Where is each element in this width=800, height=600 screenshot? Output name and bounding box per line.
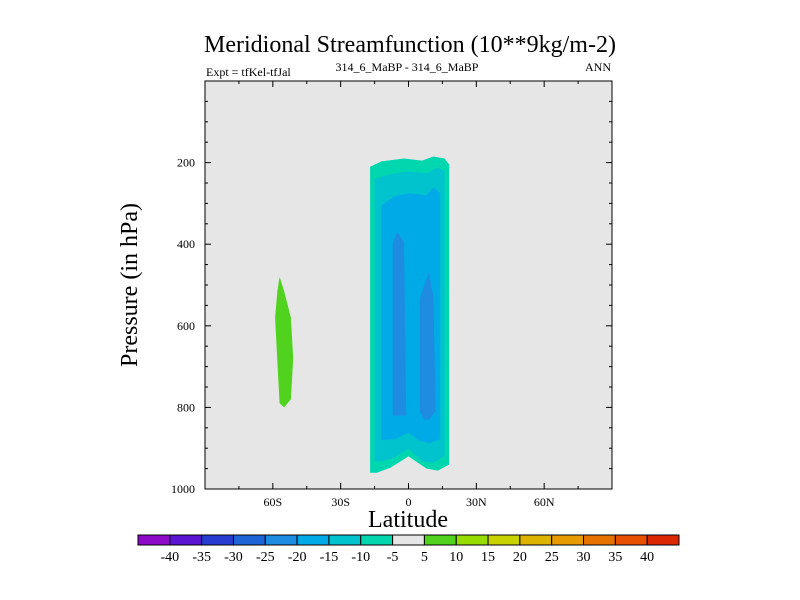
colorbar-label: -40 [160, 550, 179, 565]
x-tick-label: 30N [466, 495, 487, 509]
colorbar-label: -35 [192, 550, 211, 565]
contour-regions [275, 156, 450, 473]
colorbar-swatch [519, 534, 553, 546]
colorbar-label: 40 [640, 550, 654, 565]
colorbar-swatch [360, 534, 394, 546]
x-tick-label: 30S [331, 495, 350, 509]
colorbar-label: 20 [513, 550, 527, 565]
colorbar-label: 15 [481, 550, 495, 565]
colorbar-swatch [296, 534, 330, 546]
contour-region-3 [392, 232, 407, 416]
x-tick-label: 60N [534, 495, 555, 509]
colorbar-label: 30 [577, 550, 591, 565]
chart-title: Meridional Streamfunction (10**9kg/m-2) [204, 32, 616, 58]
colorbar-label: -25 [256, 550, 275, 565]
x-axis-label: Latitude [368, 507, 448, 533]
y-tick-label: 800 [177, 400, 195, 414]
colorbar-label: -30 [224, 550, 243, 565]
colorbar-label: -20 [288, 550, 307, 565]
colorbar-swatch [487, 534, 521, 546]
colorbar-swatch [614, 534, 648, 546]
season-label: ANN [585, 60, 611, 74]
y-tick-label: 1000 [171, 482, 195, 496]
colorbar-swatch [392, 534, 425, 546]
colorbar-label: 10 [449, 550, 463, 565]
colorbar-label: 35 [608, 550, 622, 565]
x-tick-label: 60S [263, 495, 282, 509]
colorbar-label: -5 [387, 550, 399, 565]
y-tick-label: 200 [177, 156, 195, 170]
y-tick-label: 600 [177, 319, 195, 333]
x-tick-label: 0 [406, 495, 412, 509]
colorbar-swatch [646, 534, 680, 546]
case-label: 314_6_MaBP - 314_6_MaBP [336, 60, 479, 74]
colorbar: -40 -35 -30 -25 -20 -15 -10 -5 5 10 15 20 25 30 35 40 [137, 534, 680, 565]
contour-region-4 [419, 272, 436, 420]
colorbar-swatch [201, 534, 234, 546]
axis-ticks: 60S 30S 0 30N 60N 200 400 600 800 1000 [171, 81, 612, 509]
y-tick-label: 400 [177, 237, 195, 251]
colorbar-swatch [232, 534, 266, 546]
colorbar-swatch [169, 534, 203, 546]
colorbar-swatch [264, 534, 298, 546]
experiment-label: Expt = tfKel-tfJal [206, 65, 291, 79]
colorbar-swatch [137, 534, 171, 546]
colorbar-label: 5 [421, 550, 428, 565]
colorbar-swatch [455, 534, 489, 546]
colorbar-swatch [328, 534, 362, 546]
colorbar-swatch [423, 534, 457, 546]
colorbar-swatch [551, 534, 585, 546]
colorbar-label: 25 [545, 550, 559, 565]
colorbar-label: -10 [351, 550, 370, 565]
colorbar-swatch [583, 534, 616, 546]
y-axis-label: Pressure (in hPa) [117, 203, 143, 367]
contour-region-5 [275, 276, 294, 408]
colorbar-label: -15 [320, 550, 339, 565]
